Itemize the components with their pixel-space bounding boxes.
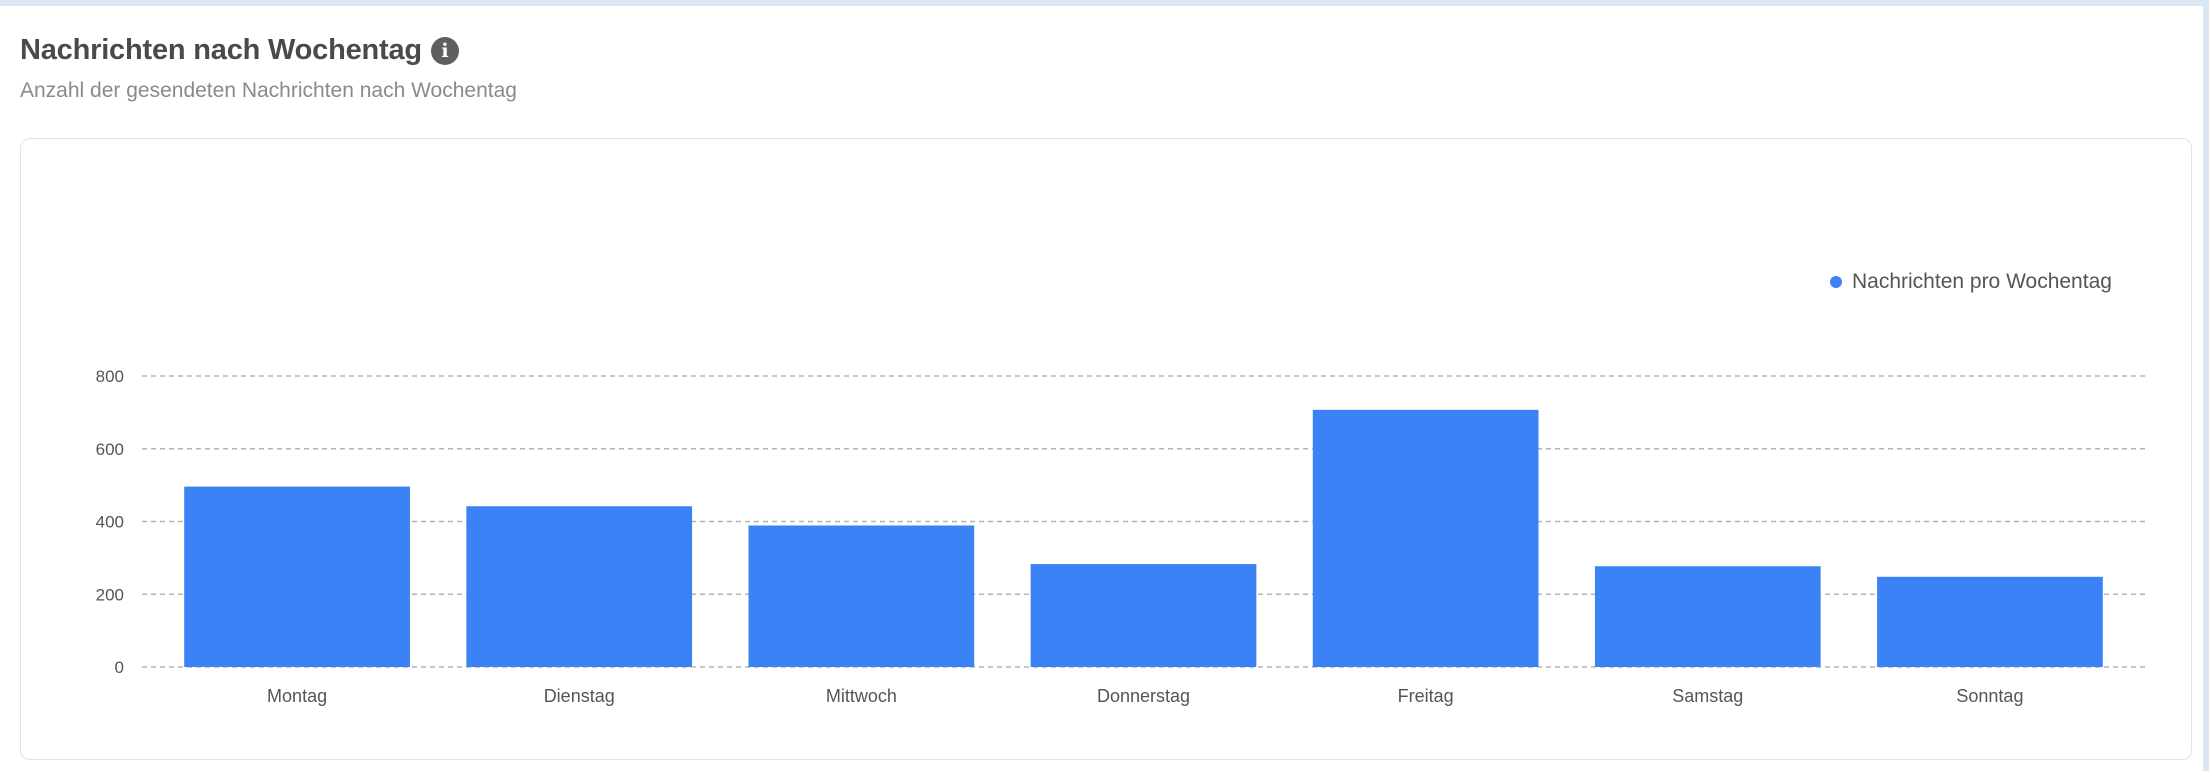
right-border-strip xyxy=(2203,0,2209,771)
top-border-strip xyxy=(0,0,2209,6)
x-tick-label: Donnerstag xyxy=(1097,686,1190,706)
page-subtitle: Anzahl der gesendeten Nachrichten nach W… xyxy=(20,79,517,102)
x-tick-label: Samstag xyxy=(1672,686,1743,706)
bar-freitag[interactable] xyxy=(1312,409,1539,667)
y-tick-label: 600 xyxy=(96,440,124,459)
y-tick-label: 800 xyxy=(96,367,124,386)
title-row: Nachrichten nach Wochentag i xyxy=(20,34,517,67)
x-tick-label: Sonntag xyxy=(1956,686,2023,706)
legend-label: Nachrichten pro Wochentag xyxy=(1852,270,2112,293)
bar-mittwoch[interactable] xyxy=(748,525,975,667)
y-tick-label: 200 xyxy=(96,585,124,604)
bar-samstag[interactable] xyxy=(1594,566,1821,667)
info-icon[interactable]: i xyxy=(430,36,459,65)
legend-dot-icon xyxy=(1830,276,1842,288)
y-tick-label: 400 xyxy=(96,513,124,532)
x-tick-label: Freitag xyxy=(1398,686,1454,706)
x-tick-label: Mittwoch xyxy=(826,686,897,706)
y-tick-label: 0 xyxy=(115,658,124,677)
widget-header: Nachrichten nach Wochentag i Anzahl der … xyxy=(20,34,517,103)
x-tick-label: Dienstag xyxy=(544,686,615,706)
bar-montag[interactable] xyxy=(184,486,410,667)
chart-legend[interactable]: Nachrichten pro Wochentag xyxy=(1830,270,2112,294)
page-title: Nachrichten nach Wochentag xyxy=(20,34,422,66)
x-tick-label: Montag xyxy=(267,686,327,706)
bar-dienstag[interactable] xyxy=(466,506,693,667)
bar-donnerstag[interactable] xyxy=(1030,564,1257,667)
bar-sonntag[interactable] xyxy=(1877,576,2103,667)
